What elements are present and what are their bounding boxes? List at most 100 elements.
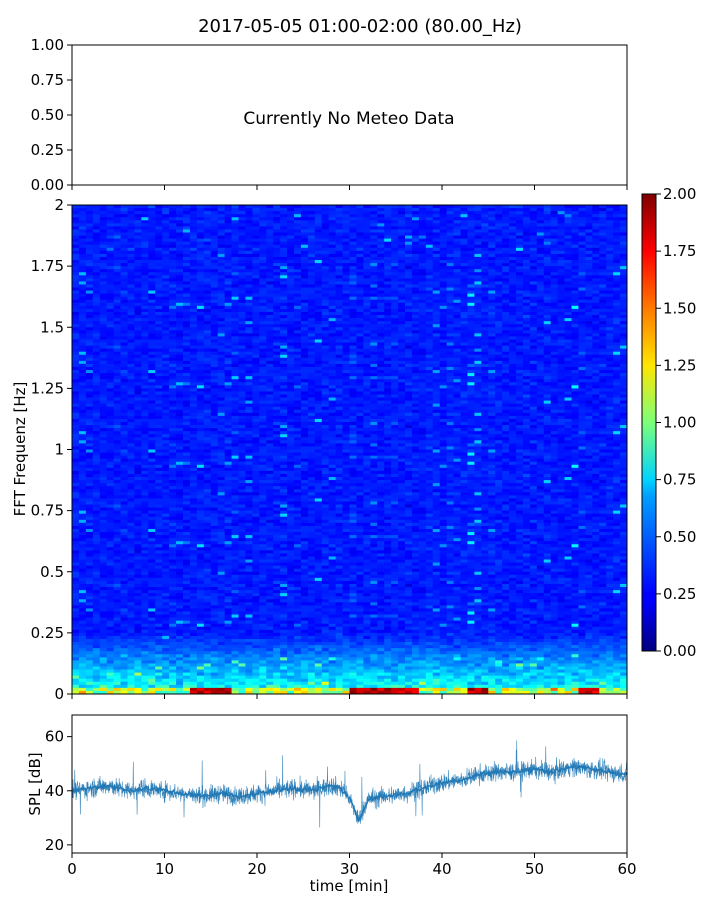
spectrogram-cell bbox=[196, 256, 205, 261]
spectrogram-cell bbox=[189, 305, 198, 310]
spectrogram-cell bbox=[238, 336, 246, 340]
spectrogram-cell bbox=[384, 330, 392, 334]
spectrogram-cell bbox=[488, 379, 496, 383]
spectrogram-cell bbox=[488, 290, 496, 295]
spectrogram-cell bbox=[342, 360, 350, 365]
spectrogram-cell bbox=[141, 354, 149, 359]
spectrogram-cell bbox=[280, 223, 288, 227]
spectrogram-cell bbox=[578, 208, 586, 212]
spectrogram-cell bbox=[398, 385, 406, 389]
spectrogram-cell bbox=[300, 382, 309, 386]
spectrogram-cell bbox=[564, 256, 572, 261]
spectrogram-cell bbox=[592, 336, 600, 340]
spectrogram-cell bbox=[141, 348, 149, 353]
spectrogram-cell bbox=[453, 345, 461, 350]
spectrogram-cell bbox=[307, 342, 316, 346]
spectrogram-cell bbox=[405, 278, 413, 282]
spectrogram-cell bbox=[571, 269, 579, 273]
spectrogram-cell bbox=[266, 220, 274, 224]
spectrogram-cell bbox=[398, 287, 406, 291]
spectrogram-cell bbox=[259, 223, 267, 227]
spectrogram-cell bbox=[134, 272, 142, 276]
spectrogram-cell bbox=[162, 205, 170, 209]
spectrogram-cell bbox=[425, 223, 434, 227]
spectrogram-cell bbox=[252, 275, 260, 279]
spectrogram-cell bbox=[266, 223, 274, 227]
spectrogram-cell bbox=[550, 290, 559, 295]
spectrogram-cell bbox=[363, 223, 371, 227]
spectrogram-cell bbox=[398, 223, 406, 227]
spectrogram-cell bbox=[127, 272, 135, 276]
spectrogram-cell bbox=[203, 250, 212, 255]
spectrogram-cell bbox=[266, 339, 274, 343]
spectrogram-cell bbox=[460, 373, 468, 377]
spectrogram-cell bbox=[106, 205, 115, 209]
spectrogram-cell bbox=[488, 333, 496, 337]
spectrogram-cell bbox=[162, 342, 170, 346]
spectrogram-cell bbox=[106, 293, 115, 298]
spectrogram-cell bbox=[224, 241, 232, 246]
spectrogram-cell bbox=[183, 208, 191, 212]
spectrogram-cell bbox=[495, 370, 503, 374]
spectrogram-cell bbox=[550, 266, 559, 270]
spectrogram-cell bbox=[377, 220, 385, 224]
spectrogram-cell bbox=[488, 238, 496, 243]
spectrogram-cell bbox=[488, 348, 496, 353]
spectrogram-cell bbox=[432, 241, 441, 246]
spectrogram-cell bbox=[585, 235, 593, 240]
spectrogram-cell bbox=[307, 330, 316, 334]
spectrogram-cell bbox=[196, 366, 205, 371]
spectrogram-cell bbox=[425, 220, 434, 224]
spectrogram-cell bbox=[516, 244, 524, 249]
spectrogram-cell bbox=[273, 241, 281, 246]
spectrogram-cell bbox=[183, 244, 191, 249]
spectrogram-cell bbox=[432, 324, 441, 328]
spectrogram-cell bbox=[210, 379, 219, 383]
spectrogram-cell bbox=[502, 287, 510, 291]
spectrogram-cell bbox=[460, 360, 468, 365]
spectrogram-cell bbox=[300, 281, 309, 285]
spectrogram-cell bbox=[536, 208, 545, 212]
spectrogram-cell bbox=[148, 336, 156, 340]
spectrogram-cell bbox=[127, 275, 135, 279]
spectrogram-cell bbox=[474, 321, 482, 325]
spectrogram-cell bbox=[217, 308, 226, 313]
spectrogram-cell bbox=[307, 272, 316, 276]
spectrogram-cell bbox=[405, 238, 413, 243]
spectrogram-cell bbox=[266, 263, 274, 267]
spectrogram-cell bbox=[453, 379, 461, 383]
spectrogram-cell bbox=[613, 214, 621, 218]
spectrogram-cell bbox=[453, 250, 461, 255]
spectrogram-cell bbox=[162, 376, 170, 380]
spectrogram-cell bbox=[349, 214, 357, 218]
spectrogram-cell bbox=[467, 260, 475, 264]
spectrogram-cell bbox=[522, 253, 531, 258]
spectrogram-cell bbox=[287, 388, 295, 392]
spectrogram-cell bbox=[252, 232, 260, 236]
spectrogram-cell bbox=[516, 211, 524, 215]
spectrogram-cell bbox=[266, 385, 274, 389]
spectrogram-cell bbox=[252, 308, 260, 313]
spectrogram-cell bbox=[529, 366, 538, 371]
spectrogram-cell bbox=[203, 324, 212, 328]
spectrogram-cell bbox=[92, 318, 101, 322]
spectrogram-cell bbox=[99, 363, 108, 368]
spectrogram-cell bbox=[613, 263, 621, 267]
spectrogram-cell bbox=[245, 391, 253, 395]
spectrogram-cell bbox=[99, 391, 108, 395]
spectrogram-cell bbox=[189, 214, 198, 218]
spectrogram-cell bbox=[72, 247, 80, 252]
spectrogram-cell bbox=[425, 330, 434, 334]
spectrogram-cell bbox=[273, 296, 281, 301]
spectrogram-cell bbox=[85, 373, 94, 377]
spectrogram-cell bbox=[349, 281, 357, 285]
spectrogram-cell bbox=[363, 308, 371, 313]
spectrogram-cell bbox=[78, 266, 87, 270]
spectrogram-cell bbox=[411, 305, 420, 310]
spectrogram-cell bbox=[106, 290, 115, 295]
spectrogram-cell bbox=[328, 333, 337, 337]
spectrogram-cell bbox=[183, 333, 191, 337]
spectrogram-cell bbox=[328, 385, 337, 389]
spectrogram-cell bbox=[543, 336, 552, 340]
spectrogram-cell bbox=[113, 379, 121, 383]
